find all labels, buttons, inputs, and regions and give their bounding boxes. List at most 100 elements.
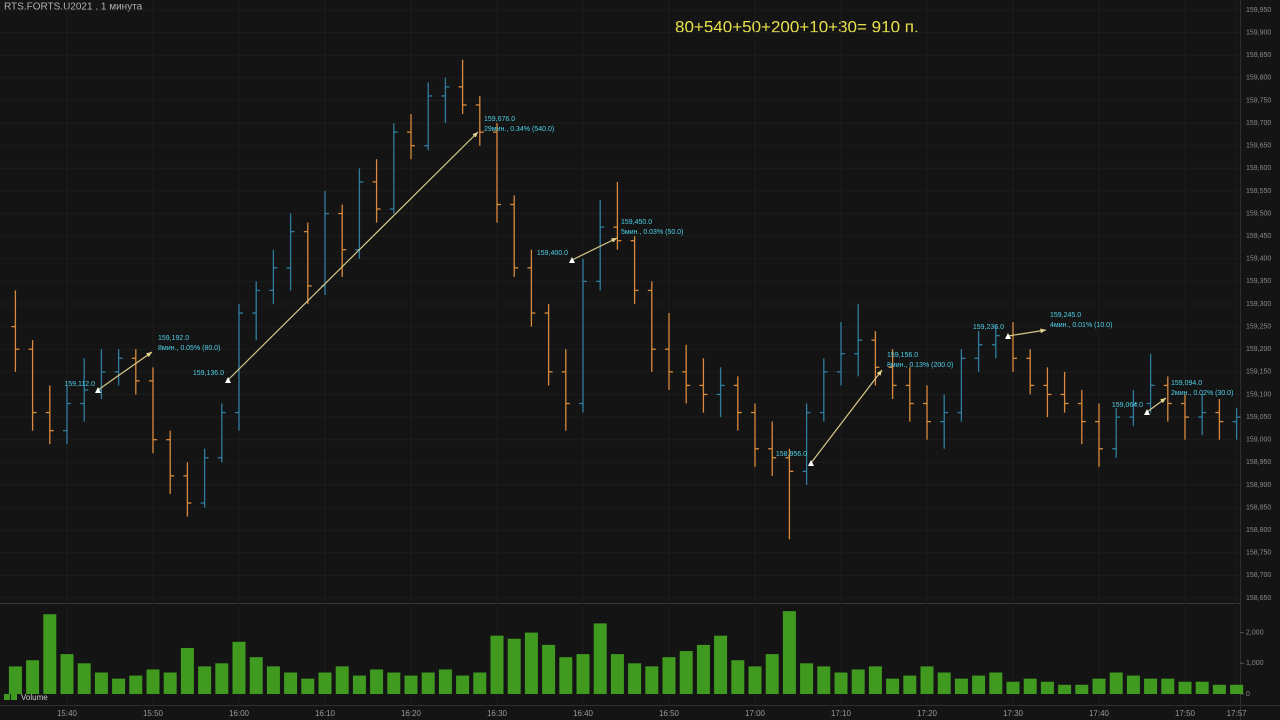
- start-marker: [95, 387, 101, 393]
- volume-bar: [645, 666, 659, 694]
- x-tick-label: 17:00: [745, 709, 766, 718]
- y-tick-label: 159,850: [1246, 52, 1271, 59]
- volume-bar: [765, 654, 779, 694]
- y-tick-label: 158,800: [1246, 527, 1271, 534]
- annotation-info: 8мин., 0.13% (200.0): [887, 362, 953, 369]
- annotation-start: 158,956.0: [776, 451, 807, 458]
- volume-bar: [129, 675, 143, 694]
- volume-bar: [834, 672, 848, 694]
- volume-bar: [249, 657, 263, 694]
- y-tick-label: 158,950: [1246, 459, 1271, 466]
- annotation-end: 159,094.0: [1171, 380, 1202, 387]
- volume-bar: [94, 672, 108, 694]
- volume-bar: [748, 666, 762, 694]
- annotation-info: 5мин., 0.03% (50.0): [621, 229, 683, 236]
- volume-bar: [335, 666, 349, 694]
- start-marker: [808, 460, 814, 466]
- annotation-end: 159,192.0: [158, 335, 189, 342]
- volume-bar: [817, 666, 831, 694]
- volume-bar: [60, 654, 74, 694]
- volume-bar: [198, 666, 212, 694]
- y-tick-label: 158,650: [1246, 595, 1271, 602]
- volume-bar: [318, 672, 332, 694]
- volume-bar: [937, 672, 951, 694]
- volume-bar: [43, 614, 57, 694]
- start-marker: [1005, 333, 1011, 339]
- volume-bar: [1178, 681, 1192, 694]
- volume-bar: [421, 672, 435, 694]
- volume-bar: [146, 669, 160, 694]
- y-tick-label: 159,000: [1246, 437, 1271, 444]
- volume-bar: [387, 672, 401, 694]
- measure-arrow: [571, 237, 618, 261]
- measure-arrow: [227, 131, 479, 381]
- volume-bar: [1040, 681, 1054, 694]
- annotation-start: 159,064.0: [1112, 402, 1143, 409]
- y-tick-label: 159,150: [1246, 369, 1271, 376]
- instrument-title: RTS.FORTS.U2021 , 1 минута: [4, 2, 143, 13]
- volume-bar: [1075, 684, 1089, 694]
- volume-bar: [1212, 684, 1226, 694]
- measure-arrow: [1007, 329, 1047, 337]
- y-tick-label: 0: [1246, 691, 1250, 698]
- volume-bar: [1144, 678, 1158, 694]
- volume-bar: [370, 669, 384, 694]
- volume-bar: [1109, 672, 1123, 694]
- annotation-end: 159,450.0: [621, 219, 652, 226]
- volume-bar: [1006, 681, 1020, 694]
- volume-bar: [972, 675, 986, 694]
- y-tick-label: 158,700: [1246, 572, 1271, 579]
- arrow-head: [876, 370, 882, 376]
- y-tick-label: 159,750: [1246, 97, 1271, 104]
- x-tick-label: 16:50: [659, 709, 680, 718]
- y-tick-label: 159,950: [1246, 7, 1271, 14]
- volume-bar: [490, 635, 504, 694]
- measure-arrow: [810, 369, 883, 464]
- arrow-head: [1040, 328, 1046, 334]
- volume-bar: [679, 651, 693, 694]
- y-tick-label: 159,600: [1246, 165, 1271, 172]
- volume-bar: [8, 666, 22, 694]
- volume-bar: [851, 669, 865, 694]
- y-tick-label: 2,000: [1246, 629, 1264, 636]
- volume-bar: [301, 678, 315, 694]
- volume-bar: [1023, 678, 1037, 694]
- start-marker: [1144, 409, 1150, 415]
- volume-bar: [662, 657, 676, 694]
- x-tick-label: 16:30: [487, 709, 508, 718]
- headline: 80+540+50+200+10+30= 910 п.: [675, 17, 919, 36]
- volume-bar: [610, 654, 624, 694]
- measure-arrow: [97, 351, 153, 391]
- volume-bar: [404, 675, 418, 694]
- annotation-info: 2мин., 0.02% (30.0): [1171, 390, 1233, 397]
- volume-bar: [232, 641, 246, 694]
- volume-bar: [954, 678, 968, 694]
- arrow-head: [146, 352, 152, 358]
- x-tick-label: 15:40: [57, 709, 78, 718]
- volume-bar: [215, 663, 229, 694]
- y-tick-label: 159,550: [1246, 188, 1271, 195]
- volume-bar: [989, 672, 1003, 694]
- y-tick-label: 158,750: [1246, 550, 1271, 557]
- y-tick-label: 158,900: [1246, 482, 1271, 489]
- x-tick-label: 17:40: [1089, 709, 1110, 718]
- y-tick-label: 159,650: [1246, 143, 1271, 150]
- y-tick-label: 159,250: [1246, 323, 1271, 330]
- y-tick-label: 159,700: [1246, 120, 1271, 127]
- y-tick-label: 159,100: [1246, 391, 1271, 398]
- volume-bar: [438, 669, 452, 694]
- x-tick-label: 16:00: [229, 709, 250, 718]
- x-tick-label: 17:50: [1175, 709, 1196, 718]
- volume-bar: [507, 638, 521, 694]
- volume-bar: [714, 635, 728, 694]
- volume-bar: [920, 666, 934, 694]
- volume-bar: [1126, 675, 1140, 694]
- volume-bar: [1092, 678, 1106, 694]
- annotation-start: 159,236.0: [973, 324, 1004, 331]
- volume-bar: [112, 678, 126, 694]
- y-tick-label: 159,450: [1246, 233, 1271, 240]
- annotation-start: 159,400.0: [537, 250, 568, 257]
- y-tick-label: 159,500: [1246, 210, 1271, 217]
